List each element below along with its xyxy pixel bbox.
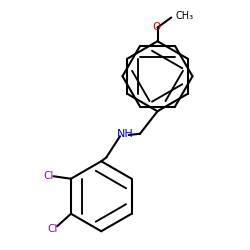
Text: Cl: Cl (48, 224, 58, 234)
Text: CH₃: CH₃ (176, 11, 194, 21)
Text: Cl: Cl (44, 171, 54, 181)
Text: NH: NH (116, 129, 134, 139)
Text: O: O (152, 22, 160, 32)
